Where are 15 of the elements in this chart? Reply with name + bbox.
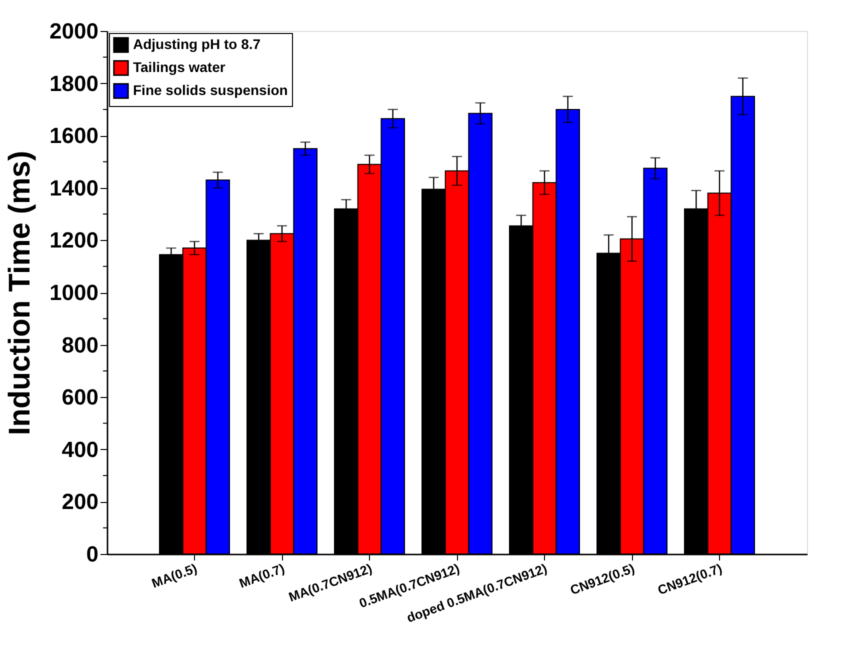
- legend-label: Tailings water: [133, 59, 226, 75]
- y-tick-label: 800: [62, 332, 98, 358]
- y-tick-label: 600: [62, 384, 98, 410]
- y-tick-label: 1800: [50, 70, 98, 96]
- y-tick-label: 0: [86, 542, 98, 566]
- y-tick-label: 2000: [50, 18, 98, 44]
- y-axis-title: Induction Time (ms): [4, 150, 37, 436]
- y-tick-label: 200: [62, 489, 98, 514]
- y-tick-label: 1600: [50, 123, 98, 148]
- y-tick-label: 400: [62, 436, 98, 462]
- y-tick-label: 1000: [50, 280, 98, 305]
- y-tick-label: 1400: [50, 175, 98, 200]
- legend-label: Fine solids suspension: [133, 82, 288, 98]
- y-tick-label: 1200: [50, 228, 98, 253]
- legend-label: Adjusting pH to 8.7: [133, 36, 261, 52]
